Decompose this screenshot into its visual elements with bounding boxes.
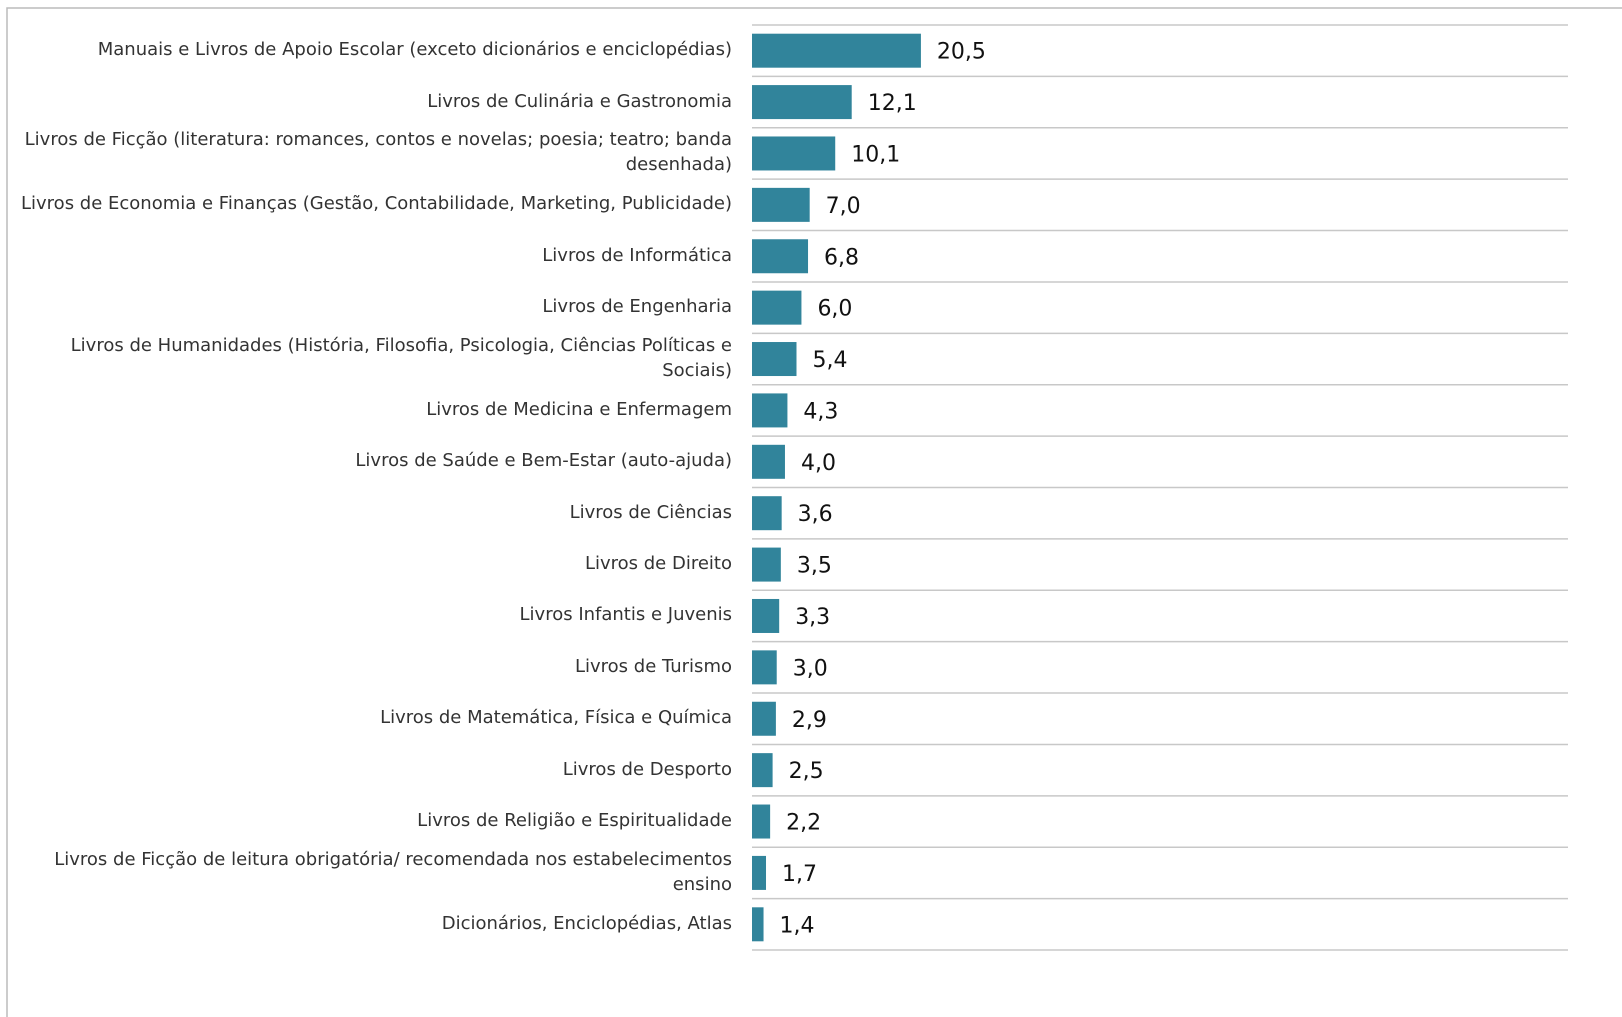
category-label: Livros de Economia e Finanças (Gestão, C… [21,193,732,215]
value-label: 4,3 [803,399,838,424]
value-label: 20,5 [937,40,986,65]
value-label: 1,4 [780,913,815,938]
bar [752,598,780,633]
category-label: Livros de Desporto [562,758,732,780]
bar [752,855,767,890]
bar [752,444,785,479]
value-label: 3,5 [797,554,832,579]
value-label: 2,5 [789,759,824,784]
bar [752,701,776,736]
bar [752,342,797,377]
bar [752,496,782,531]
category-label: Livros de Saúde e Bem-Estar (auto-ajuda) [355,450,732,472]
category-label: Livros de Culinária e Gastronomia [427,90,732,112]
bar [752,290,802,325]
value-label: 6,8 [824,245,859,270]
value-label: 2,2 [786,811,821,836]
bar [752,907,764,942]
bar [752,239,809,274]
frame [6,7,1622,1017]
category-label: Livros de Medicina e Enfermagem [426,398,732,420]
value-label: 3,6 [798,502,833,527]
bar [752,33,921,68]
value-label: 3,3 [795,605,830,630]
category-label: Livros Infantis e Juvenis [519,604,732,626]
category-label: Livros de Religião e Espiritualidade [417,810,732,832]
bar [752,650,777,685]
value-label: 6,0 [817,297,852,322]
category-label: Manuais e Livros de Apoio Escolar (excet… [97,39,732,61]
value-label: 3,0 [793,656,828,681]
value-label: 10,1 [851,142,900,167]
bar [752,547,781,582]
category-label: Livros de Ficção de leitura obrigatória/… [54,848,732,895]
value-label: 7,0 [826,194,861,219]
bar [752,187,810,222]
bar [752,85,852,120]
category-label: Livros de Ciências [569,501,732,523]
value-label: 4,0 [801,451,836,476]
bar [752,136,836,171]
bar [752,804,771,839]
category-label: Dicionários, Enciclopédias, Atlas [441,912,732,934]
category-label: Livros de Humanidades (História, Filosof… [70,335,732,382]
category-label: Livros de Direito [584,553,732,575]
category-label: Livros de Turismo [574,655,732,677]
value-label: 12,1 [868,91,917,116]
category-label: Livros de Informática [542,244,732,266]
category-label: Livros de Engenharia [542,296,732,318]
category-label: Livros de Matemática, Física e Química [380,707,732,729]
category-label: Livros de Ficção (literatura: romances, … [24,129,732,176]
value-label: 5,4 [812,348,847,373]
bar [752,753,773,788]
value-label: 2,9 [792,708,827,733]
bar [752,393,788,428]
value-label: 1,7 [782,862,817,887]
